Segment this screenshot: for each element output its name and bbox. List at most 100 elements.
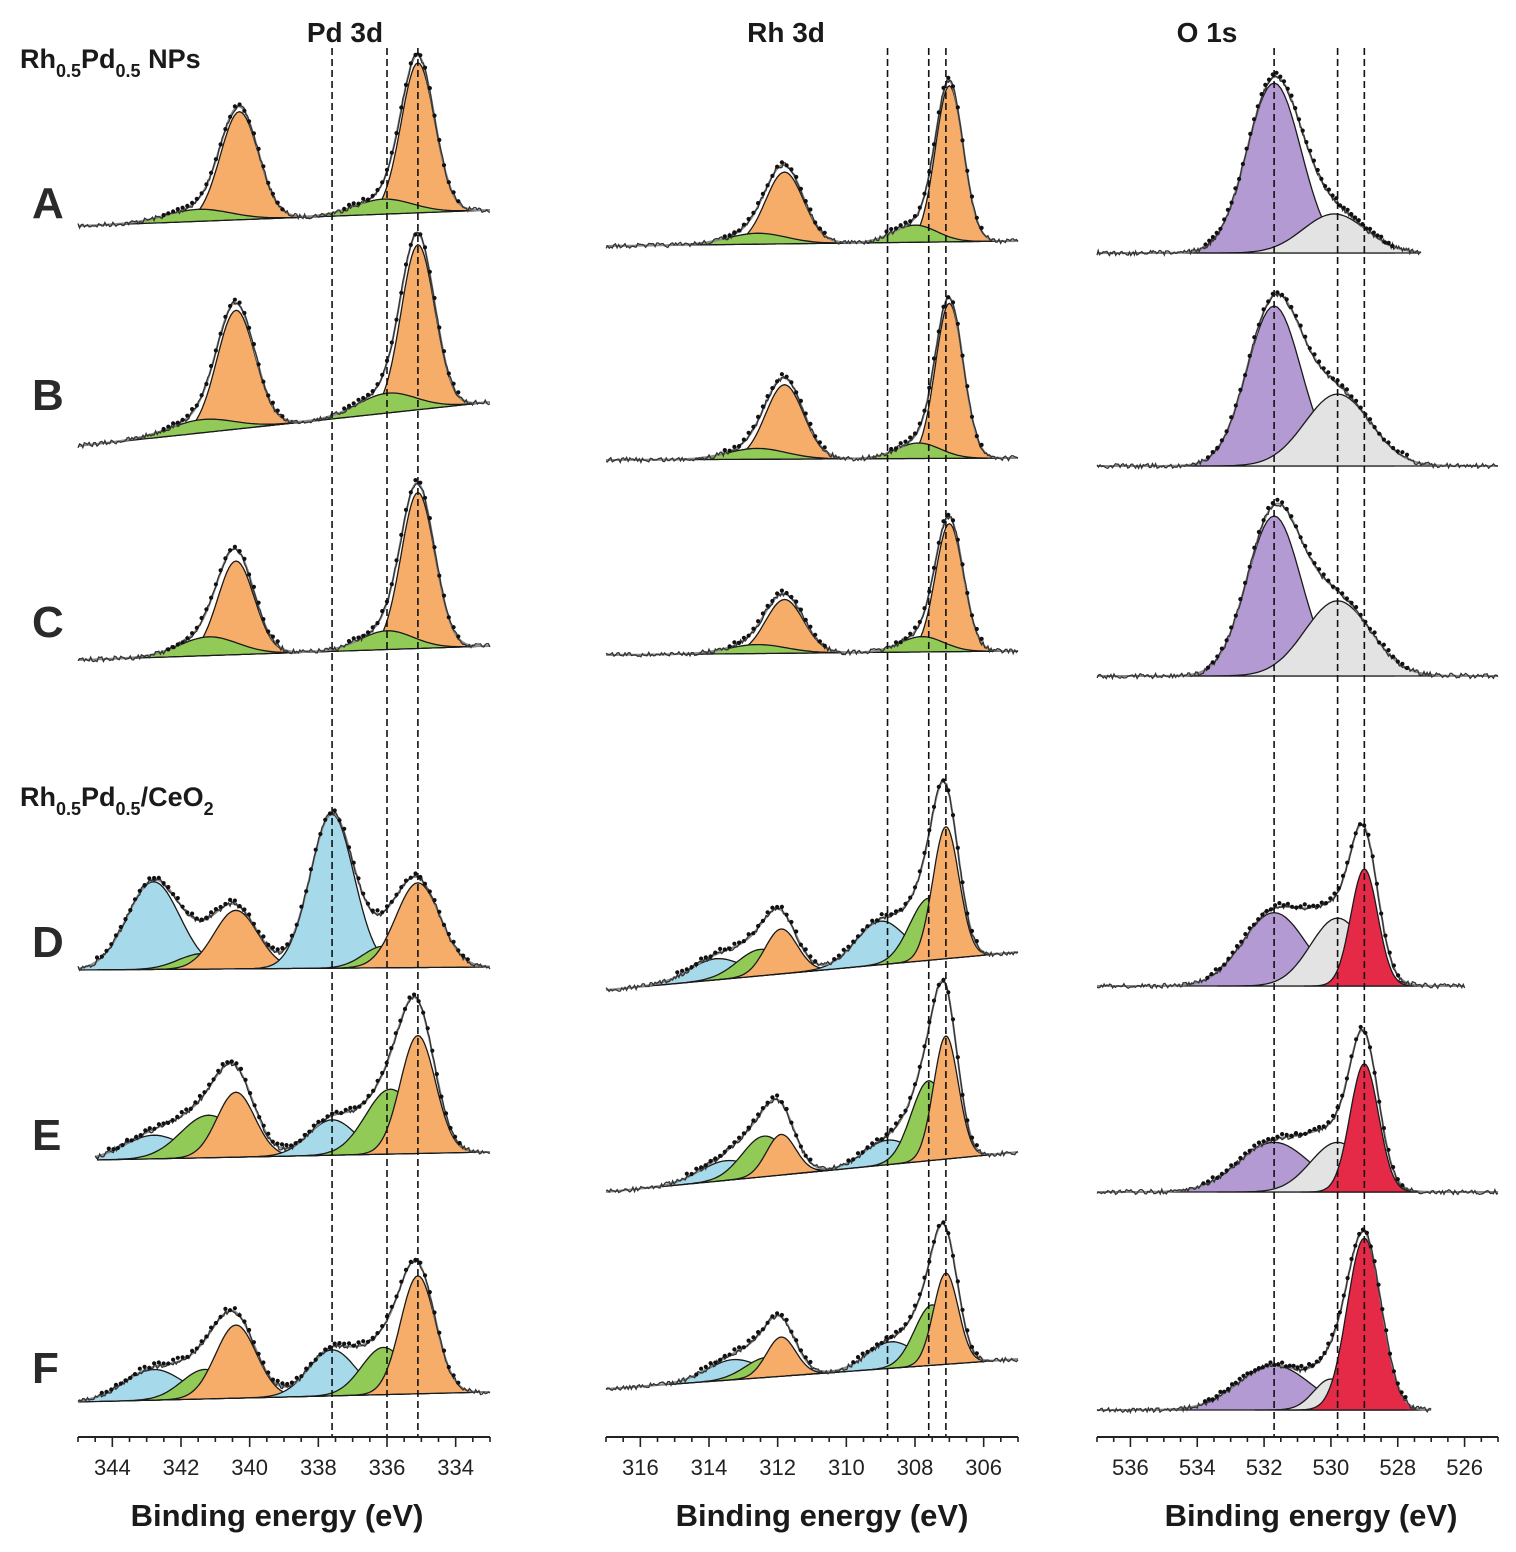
data-point-o1s-e bbox=[1256, 1140, 1261, 1145]
data-point-rh3d-f bbox=[737, 1345, 742, 1350]
x-axis-label-o1s: Binding energy (eV) bbox=[1165, 1498, 1458, 1533]
data-point-o1s-c bbox=[1386, 648, 1391, 653]
data-point-pd3d-f bbox=[142, 1364, 147, 1369]
data-point-o1s-a bbox=[1237, 176, 1242, 182]
data-point-o1s-b bbox=[1400, 450, 1405, 455]
data-point-pd3d-f bbox=[285, 1381, 290, 1387]
data-point-o1s-b bbox=[1293, 313, 1299, 318]
data-point-o1s-d bbox=[1362, 823, 1367, 828]
data-point-pd3d-a bbox=[223, 127, 228, 132]
data-point-pd3d-d bbox=[342, 826, 347, 831]
data-point-pd3d-a bbox=[432, 113, 437, 118]
data-point-rh3d-a bbox=[803, 199, 808, 204]
data-point-rh3d-d bbox=[798, 942, 804, 947]
data-point-rh3d-d bbox=[756, 923, 761, 929]
data-point-pd3d-a bbox=[403, 82, 409, 87]
data-point-rh3d-d bbox=[898, 907, 903, 912]
data-point-pd3d-e bbox=[311, 1123, 316, 1128]
data-point-rh3d-f bbox=[703, 1364, 708, 1369]
data-point-o1s-a bbox=[1330, 193, 1335, 198]
data-point-o1s-b bbox=[1252, 335, 1257, 340]
data-point-pd3d-d bbox=[204, 915, 209, 920]
data-point-o1s-c bbox=[1391, 654, 1396, 659]
fit-envelope-pd3d-f bbox=[77, 1259, 490, 1402]
data-point-rh3d-f bbox=[694, 1372, 699, 1377]
x-tick-label-rh3d-312: 312 bbox=[759, 1455, 796, 1480]
data-point-rh3d-f bbox=[941, 1220, 946, 1225]
data-point-o1s-c bbox=[1326, 578, 1331, 583]
data-point-o1s-d bbox=[1391, 963, 1396, 968]
data-point-pd3d-d bbox=[123, 917, 128, 922]
data-point-pd3d-e bbox=[302, 1132, 307, 1138]
data-point-o1s-b bbox=[1381, 437, 1386, 442]
raw-trace-rh3d-e bbox=[605, 981, 1019, 1194]
data-point-o1s-a bbox=[1367, 226, 1373, 231]
data-point-pd3d-e bbox=[225, 1060, 230, 1065]
data-point-pd3d-b bbox=[237, 300, 242, 305]
data-point-rh3d-c bbox=[817, 639, 823, 644]
data-point-pd3d-e bbox=[188, 1106, 193, 1111]
x-tick-label-rh3d-308: 308 bbox=[897, 1455, 934, 1480]
peak-orange-rh3d-b-2 bbox=[887, 302, 1012, 460]
data-point-pd3d-d bbox=[351, 860, 356, 865]
data-point-rh3d-b bbox=[817, 440, 823, 445]
data-point-pd3d-e bbox=[412, 992, 417, 997]
data-point-rh3d-c bbox=[950, 518, 956, 523]
data-point-rh3d-d bbox=[941, 778, 946, 783]
data-point-o1s-b bbox=[1321, 366, 1326, 371]
data-point-o1s-d bbox=[1251, 922, 1256, 927]
data-point-rh3d-b bbox=[889, 446, 894, 452]
data-point-pd3d-d bbox=[118, 924, 123, 930]
data-point-pd3d-b bbox=[346, 403, 352, 408]
data-point-o1s-a bbox=[1293, 106, 1298, 111]
peak-orange-rh3d-a-0 bbox=[699, 171, 870, 246]
data-point-o1s-b bbox=[1261, 307, 1266, 312]
data-point-pd3d-e bbox=[115, 1145, 120, 1151]
data-point-rh3d-f bbox=[784, 1317, 789, 1322]
data-point-rh3d-f bbox=[922, 1275, 927, 1280]
data-point-o1s-b bbox=[1289, 304, 1294, 310]
data-point-pd3d-f bbox=[118, 1381, 123, 1386]
data-point-rh3d-d bbox=[779, 904, 785, 910]
data-point-pd3d-f bbox=[418, 1260, 423, 1265]
data-point-pd3d-b bbox=[422, 245, 428, 250]
data-point-o1s-d bbox=[1264, 908, 1269, 914]
data-point-pd3d-a bbox=[266, 180, 271, 185]
data-point-o1s-c bbox=[1344, 596, 1349, 601]
data-point-rh3d-a bbox=[965, 168, 970, 173]
data-point-pd3d-b bbox=[427, 269, 432, 274]
data-point-rh3d-e bbox=[708, 1158, 713, 1164]
data-point-pd3d-f bbox=[308, 1361, 313, 1366]
data-point-rh3d-a bbox=[760, 191, 766, 196]
data-point-pd3d-d bbox=[194, 916, 199, 921]
data-point-o1s-a bbox=[1248, 131, 1253, 136]
data-point-rh3d-b bbox=[794, 390, 799, 395]
data-point-o1s-a bbox=[1259, 92, 1264, 97]
data-point-o1s-c bbox=[1321, 572, 1326, 577]
data-point-o1s-a bbox=[1341, 205, 1346, 210]
raw-trace-o1s-d bbox=[1096, 821, 1466, 990]
data-point-rh3d-d bbox=[727, 946, 732, 951]
data-point-pd3d-e bbox=[407, 995, 412, 1000]
data-point-pd3d-e bbox=[257, 1115, 262, 1120]
data-point-pd3d-d bbox=[432, 898, 437, 903]
group-label-ceo2: Rh0.5Pd0.5/CeO2 bbox=[20, 782, 214, 819]
data-point-rh3d-f bbox=[713, 1360, 718, 1365]
data-point-rh3d-b bbox=[756, 414, 761, 419]
spectrum-pd3d-d bbox=[77, 808, 491, 972]
data-point-pd3d-e bbox=[252, 1103, 257, 1108]
data-point-pd3d-e bbox=[298, 1138, 303, 1143]
data-point-pd3d-b bbox=[228, 303, 233, 309]
data-point-pd3d-f bbox=[171, 1357, 176, 1362]
data-point-rh3d-a bbox=[789, 167, 794, 172]
data-point-rh3d-d bbox=[713, 950, 718, 955]
data-point-o1s-e bbox=[1229, 1163, 1234, 1168]
data-point-pd3d-e bbox=[197, 1093, 202, 1099]
data-point-pd3d-a bbox=[204, 182, 209, 187]
peak-grey-o1s-e-1 bbox=[1217, 1141, 1459, 1193]
group-label-nps: Rh0.5Pd0.5 NPs bbox=[20, 44, 201, 81]
data-point-rh3d-a bbox=[813, 220, 818, 225]
data-point-rh3d-f bbox=[908, 1314, 913, 1319]
data-point-pd3d-b bbox=[194, 403, 199, 408]
data-point-rh3d-d bbox=[855, 934, 861, 939]
